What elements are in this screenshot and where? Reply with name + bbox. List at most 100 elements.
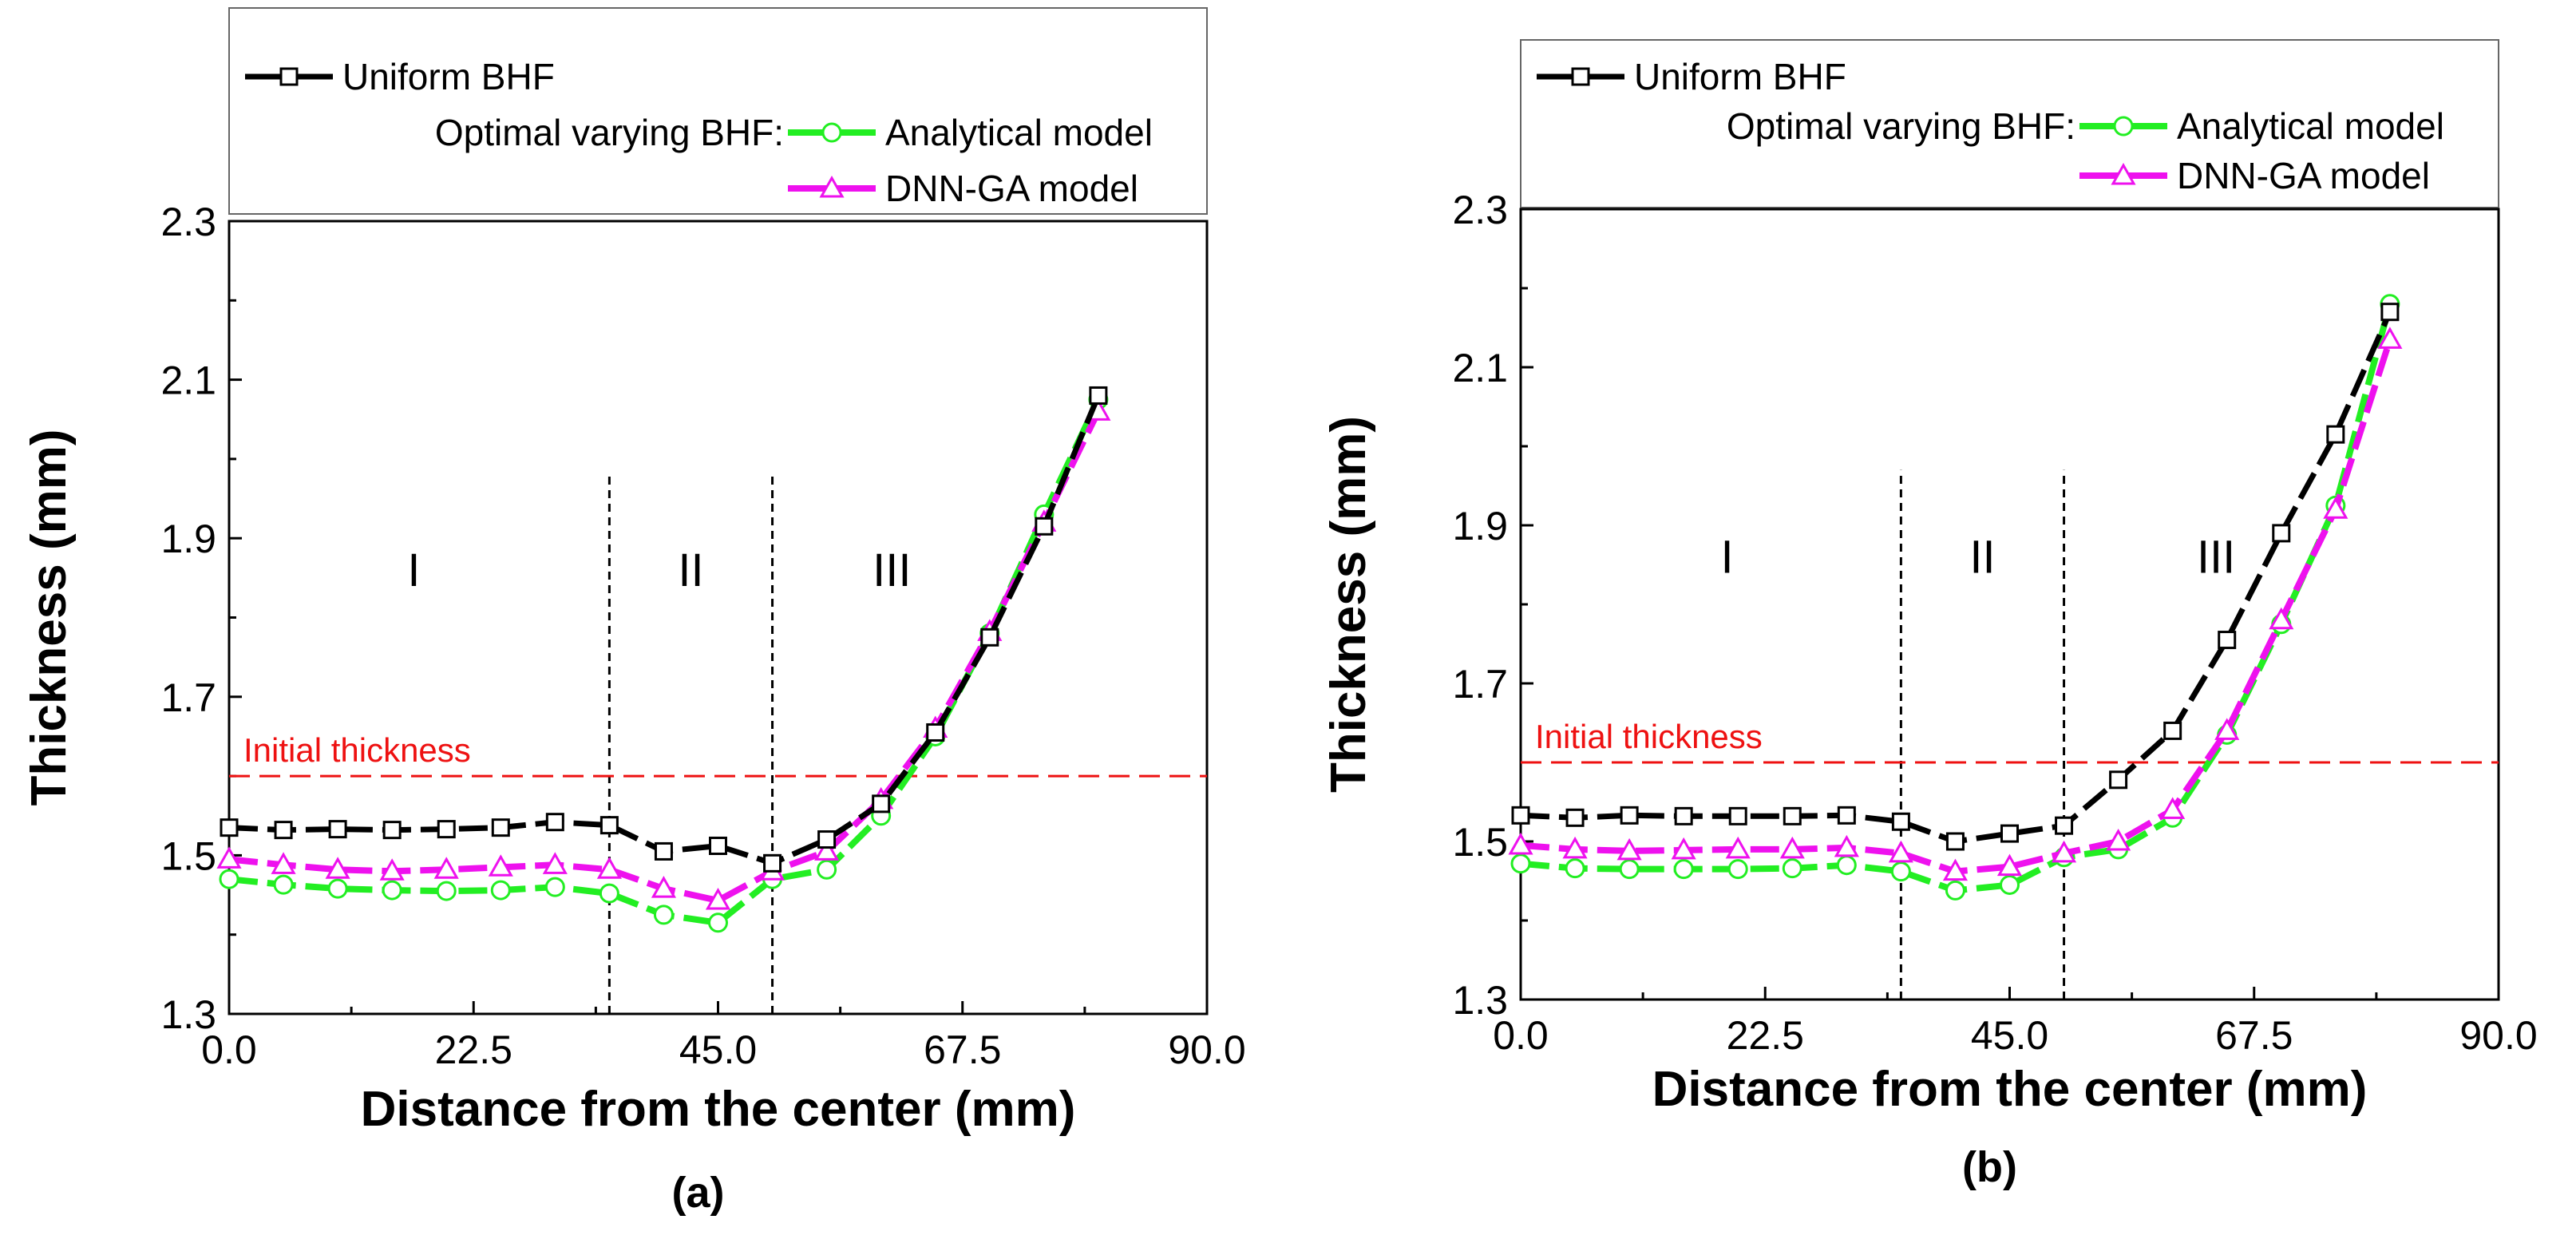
data-point (1565, 808, 1585, 827)
data-point (1727, 859, 1748, 880)
data-point (1508, 832, 1533, 855)
data-point (1945, 880, 1965, 901)
data-point (1674, 806, 1693, 825)
legend-dnn-marker (2111, 162, 2136, 185)
data-point (2160, 797, 2186, 819)
data-point (1836, 855, 1857, 876)
data-point (271, 852, 296, 874)
y-tick-label: 1.5 (160, 833, 216, 878)
region-label: III (2197, 531, 2235, 583)
legend-uniform-marker (279, 67, 299, 86)
data-point (1888, 840, 1913, 863)
legend-dnn: DNN-GA model (2079, 155, 2430, 196)
data-point (220, 818, 239, 837)
y-tick-label: 1.9 (1452, 504, 1508, 548)
data-point (763, 853, 782, 873)
legend-box (1520, 39, 2499, 208)
region-label: II (1969, 531, 1995, 583)
data-point (2109, 770, 2128, 790)
data-point (488, 854, 513, 877)
x-tick-label: 22.5 (435, 1027, 512, 1072)
data-point (708, 913, 728, 933)
series-square (220, 386, 1108, 873)
legend-analytical-marker (2113, 116, 2134, 137)
data-point (542, 852, 568, 874)
data-point (872, 794, 891, 814)
data-point (2380, 303, 2400, 322)
data-point (596, 857, 622, 879)
x-tick-label: 90.0 (1168, 1027, 1245, 1072)
legend-box (228, 7, 1208, 215)
series-triangle (1508, 327, 2403, 881)
data-point (219, 869, 239, 889)
data-point (817, 859, 837, 880)
data-point (653, 905, 674, 925)
data-point (599, 883, 619, 904)
data-point (1942, 858, 1969, 881)
panel-b: Uniform BHF Analytical model DNN-GA model O… (1321, 39, 2538, 1191)
data-point (1619, 859, 1640, 880)
data-point (2000, 824, 2019, 843)
y-tick-label: 2.3 (1452, 188, 1508, 232)
data-point (2000, 874, 2020, 895)
y-tick-label: 1.3 (160, 992, 216, 1037)
data-point (1725, 836, 1751, 859)
x-tick-label: 0.0 (1493, 1013, 1549, 1058)
x-tick-label: 67.5 (924, 1027, 1001, 1072)
series-square (1511, 303, 2400, 851)
data-point (1671, 837, 1696, 860)
data-point (1565, 858, 1585, 879)
legend-optimal-prefix: Optimal varying BHF: (435, 112, 784, 153)
data-point (1728, 806, 1747, 825)
x-tick-label: 45.0 (679, 1027, 757, 1072)
data-point (1779, 836, 1805, 859)
initial-thickness-label: Initial thickness (243, 731, 471, 769)
y-tick-label: 1.7 (160, 675, 216, 720)
data-point (1620, 806, 1639, 825)
legend-dnn-label: DNN-GA model (885, 168, 1138, 209)
data-point (327, 878, 348, 899)
data-point (814, 838, 840, 861)
data-point (2269, 607, 2294, 630)
data-point (1996, 853, 2023, 877)
legend-uniform-label: Uniform BHF (1634, 56, 1846, 97)
x-tick-label: 90.0 (2459, 1013, 2537, 1058)
data-point (1782, 858, 1802, 879)
data-point (545, 813, 564, 832)
data-point (1673, 859, 1694, 880)
region-label: I (1721, 531, 1734, 583)
x-axis-label: Distance from the center (mm) (1652, 1062, 2368, 1117)
data-point (433, 857, 459, 879)
data-point (1837, 806, 1856, 825)
y-tick-label: 2.1 (1452, 346, 1508, 390)
legend: Uniform BHF Analytical model DNN-GA model O… (228, 7, 1208, 215)
y-axis-label: Thickness (mm) (1321, 416, 1376, 793)
data-point (1562, 836, 1588, 859)
x-axis-label: Distance from the center (mm) (361, 1082, 1076, 1137)
data-point (654, 841, 673, 861)
data-point (2272, 524, 2291, 543)
data-point (273, 874, 294, 895)
legend-uniform-marker (1571, 67, 1590, 86)
data-point (705, 887, 731, 910)
y-tick-label: 1.7 (1452, 662, 1508, 707)
data-point (1510, 853, 1531, 874)
data-point (2055, 816, 2074, 835)
data-point (2377, 327, 2403, 349)
legend-optimal-prefix: Optimal varying BHF: (1727, 105, 2075, 147)
legend-dnn: DNN-GA model (788, 168, 1138, 209)
data-point (980, 627, 999, 647)
x-tick-label: 45.0 (1971, 1013, 2048, 1058)
data-point (216, 846, 242, 869)
panel-a: Uniform BHF Analytical model DNN-GA model O… (22, 7, 1246, 1217)
y-tick-label: 1.3 (1452, 978, 1508, 1023)
data-point (1891, 812, 1910, 831)
data-point (437, 820, 456, 839)
data-point (382, 880, 402, 901)
y-tick-label: 1.5 (1452, 820, 1508, 865)
x-tick-label: 22.5 (1727, 1013, 1804, 1058)
data-point (2106, 828, 2131, 851)
data-point (709, 836, 727, 855)
legend-uniform: Uniform BHF (1537, 56, 1846, 97)
legend-analytical-label: Analytical model (2177, 105, 2444, 147)
